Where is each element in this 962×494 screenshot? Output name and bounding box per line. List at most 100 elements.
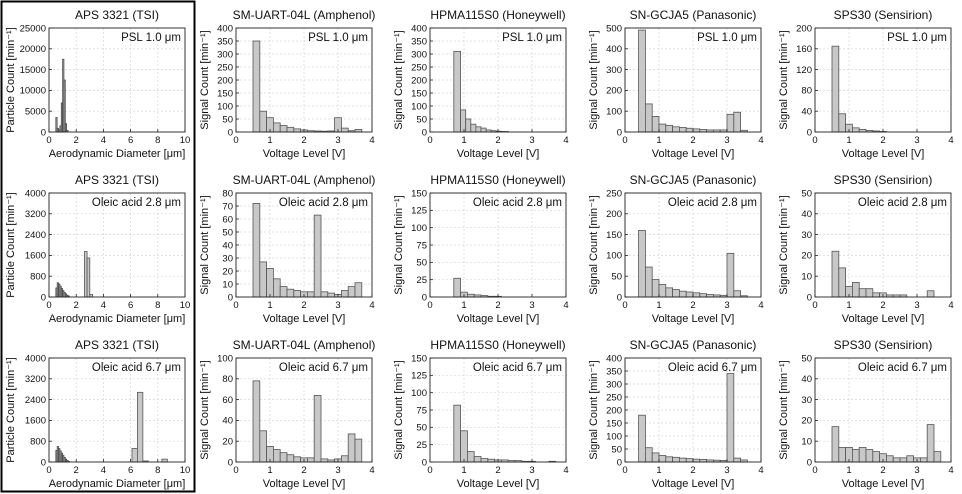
histogram-bar	[293, 290, 301, 298]
x-tick-label: 0	[427, 465, 432, 476]
histogram-bar	[313, 395, 322, 463]
x-tick-label: 3	[529, 465, 534, 476]
x-tick-label: 3	[724, 300, 729, 311]
y-tick-label: 70	[222, 201, 233, 212]
histogram-bar	[453, 277, 461, 298]
histogram-bar	[838, 113, 846, 133]
x-axis-label: Aerodynamic Diameter [μm]	[49, 148, 186, 160]
x-axis-label: Voltage Level [V]	[842, 478, 925, 490]
chart-annotation: PSL 1.0 μm	[887, 32, 947, 44]
y-tick-label: 0	[422, 457, 427, 468]
y-tick-label: 250	[411, 62, 427, 73]
y-tick-label: 75	[416, 240, 427, 251]
histogram-bar	[259, 430, 267, 463]
x-tick-label: 3	[914, 300, 919, 311]
chart-title: APS 3321 (TSI)	[75, 173, 159, 187]
chart-title: APS 3321 (TSI)	[75, 8, 159, 22]
chart-panel-r2c1: 0 2 4 6 8 10 0 800 1600 2400 3200 4000 APS 3321 (TSI…	[5, 173, 190, 325]
y-tick-label: 150	[217, 88, 233, 99]
histogram-bar	[906, 455, 914, 463]
histogram-bar	[865, 449, 874, 463]
y-tick-label: 200	[411, 75, 427, 86]
histogram-bar	[665, 124, 673, 133]
y-tick-label: 0	[617, 292, 622, 303]
y-tick-label: 20	[801, 416, 812, 427]
x-axis-label: Voltage Level [V]	[842, 148, 925, 160]
x-tick-label: 1	[656, 135, 661, 146]
y-axis-label: Particle Count [min⁻¹]	[5, 27, 17, 132]
histogram-bar	[252, 202, 261, 298]
y-tick-label: 400	[606, 44, 622, 55]
x-tick-label: 4	[369, 135, 374, 146]
x-tick-label: 0	[46, 135, 51, 146]
x-axis-label: Voltage Level [V]	[457, 313, 540, 325]
histogram-bar	[465, 118, 472, 133]
histogram-bar	[460, 109, 467, 133]
histogram-bar	[658, 284, 667, 298]
histogram-bar	[886, 455, 894, 463]
y-tick-label: 50	[611, 272, 622, 283]
x-axis-label: Voltage Level [V]	[652, 148, 735, 160]
x-tick-label: 2	[301, 465, 306, 476]
histogram-bar	[286, 288, 295, 298]
x-tick-label: 2	[690, 465, 695, 476]
chart-panel-r2c4: 0 1 2 3 4 0 50 100 150 200 250 SN-GCJA5 (Panasonic)…	[588, 173, 764, 325]
y-tick-label: 100	[606, 251, 622, 262]
x-tick-label: 0	[427, 135, 432, 146]
x-tick-label: 0	[622, 465, 627, 476]
x-tick-label: 4	[101, 300, 106, 311]
histogram-bar	[899, 457, 908, 463]
histogram-bar	[658, 123, 667, 133]
x-tick-label: 2	[690, 300, 695, 311]
x-axis-label: Voltage Level [V]	[652, 313, 735, 325]
x-tick-label: 0	[622, 300, 627, 311]
histogram-bar	[320, 291, 329, 298]
y-tick-label: 50	[222, 227, 233, 238]
x-tick-label: 10	[180, 135, 191, 146]
chart-panel-r1c1: 0 2 4 6 8 10 0 5000 10000 15000 20000 25000 APS 3321…	[5, 8, 190, 160]
y-tick-label: 200	[217, 75, 233, 86]
x-tick-label: 4	[948, 465, 953, 476]
histogram-bar	[865, 288, 874, 298]
histogram-bar	[473, 456, 482, 463]
y-tick-label: 300	[217, 49, 233, 60]
y-tick-label: 500	[606, 23, 622, 34]
histogram-bar	[460, 430, 468, 463]
x-tick-label: 3	[335, 300, 340, 311]
chart-annotation: Oleic acid 6.7 μm	[668, 362, 757, 374]
y-tick-label: 150	[606, 418, 622, 429]
chart-annotation: Oleic acid 6.7 μm	[473, 362, 562, 374]
y-tick-label: 125	[411, 206, 427, 217]
chart-title: SN-GCJA5 (Panasonic)	[630, 338, 757, 352]
x-tick-label: 0	[427, 300, 432, 311]
histogram-bar	[86, 257, 91, 298]
x-tick-label: 2	[495, 465, 500, 476]
y-tick-label: 300	[411, 49, 427, 60]
x-tick-label: 3	[914, 465, 919, 476]
y-tick-label: 50	[416, 114, 427, 125]
histogram-bar	[354, 282, 363, 298]
x-tick-label: 2	[880, 135, 885, 146]
y-tick-label: 125	[411, 371, 427, 382]
y-tick-label: 0	[228, 457, 233, 468]
histogram-bar	[131, 448, 138, 463]
x-axis-label: Aerodynamic Diameter [μm]	[49, 478, 186, 490]
y-tick-label: 100	[411, 101, 427, 112]
histogram-bar	[638, 230, 646, 298]
y-tick-label: 400	[606, 353, 622, 364]
histogram-bar	[872, 292, 880, 298]
x-tick-label: 3	[529, 300, 534, 311]
histogram-bar	[279, 452, 288, 463]
y-axis-label: Particle Count [min⁻¹]	[5, 357, 17, 462]
chart-annotation: Oleic acid 6.7 μm	[92, 362, 181, 374]
histogram-bar	[252, 40, 261, 133]
histogram-bar	[858, 288, 867, 298]
histogram-bar	[340, 127, 349, 133]
y-tick-label: 200	[606, 209, 622, 220]
y-tick-label: 20	[222, 437, 233, 448]
x-tick-label: 0	[812, 135, 817, 146]
histogram-bar	[679, 457, 687, 463]
histogram-bar	[651, 279, 660, 298]
